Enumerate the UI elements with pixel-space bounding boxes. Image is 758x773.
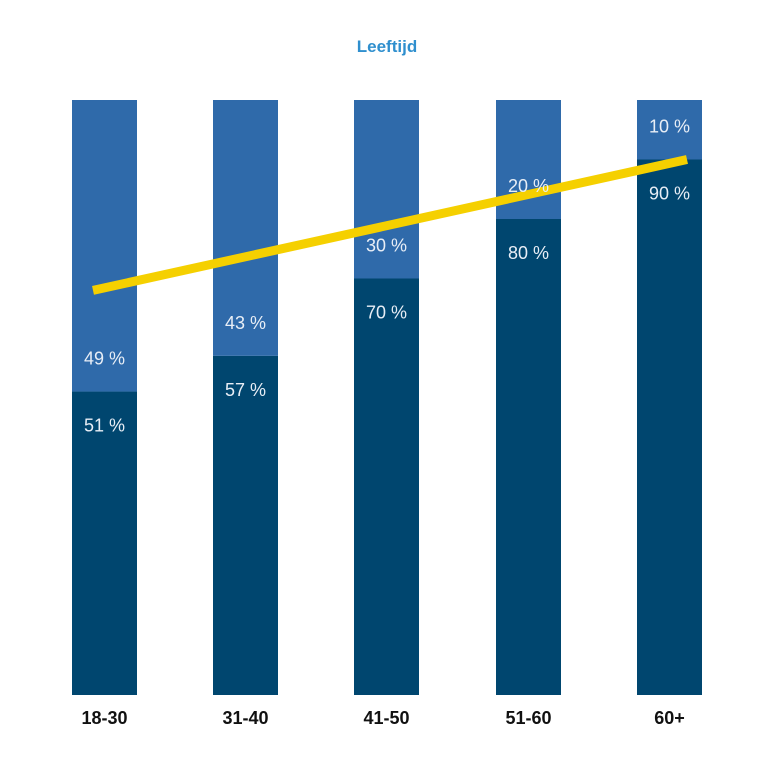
data-label: 43 % bbox=[225, 313, 266, 333]
bar-bottom-31-40 bbox=[213, 355, 278, 695]
x-tick-label: 31-40 bbox=[222, 708, 268, 728]
bar-top-60+ bbox=[637, 100, 702, 160]
x-tick-label: 18-30 bbox=[81, 708, 127, 728]
data-label: 20 % bbox=[508, 176, 549, 196]
bar-top-41-50 bbox=[354, 100, 419, 279]
bar-top-31-40 bbox=[213, 100, 278, 356]
trend-line bbox=[92, 155, 688, 295]
chart-title: Leeftijd bbox=[357, 37, 417, 56]
bar-bottom-60+ bbox=[637, 159, 702, 695]
data-label: 80 % bbox=[508, 243, 549, 263]
bar-bottom-41-50 bbox=[354, 278, 419, 695]
data-label: 49 % bbox=[84, 349, 125, 369]
x-tick-label: 51-60 bbox=[505, 708, 551, 728]
data-label: 70 % bbox=[366, 303, 407, 323]
x-tick-label: 60+ bbox=[654, 708, 685, 728]
x-tick-label: 41-50 bbox=[363, 708, 409, 728]
data-label: 30 % bbox=[366, 236, 407, 256]
data-label: 51 % bbox=[84, 416, 125, 436]
data-label: 10 % bbox=[649, 117, 690, 137]
data-label: 90 % bbox=[649, 184, 690, 204]
bar-bottom-51-60 bbox=[496, 219, 561, 695]
data-label: 57 % bbox=[225, 380, 266, 400]
bar-bottom-18-30 bbox=[72, 391, 137, 695]
bar-top-18-30 bbox=[72, 100, 137, 392]
